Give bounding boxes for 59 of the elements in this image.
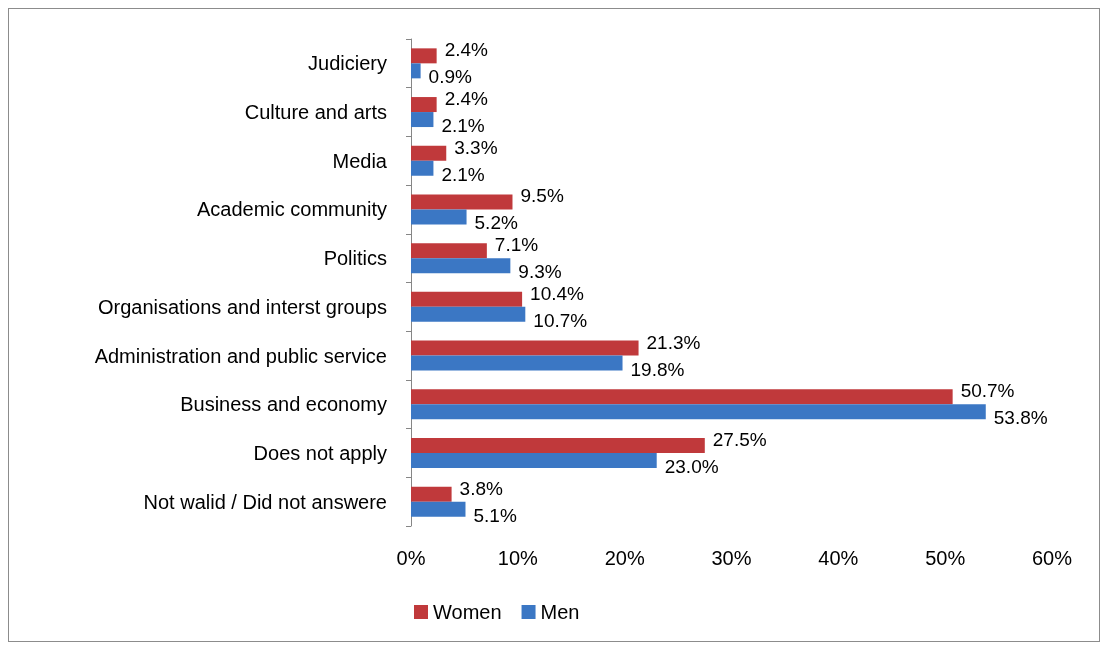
bar (411, 404, 986, 420)
bar (411, 437, 705, 453)
y-tick-label: Not walid / Did not answere (143, 490, 387, 513)
data-label: 10.7% (533, 309, 588, 331)
y-tick-label: Does not apply (253, 441, 387, 464)
bar (411, 501, 466, 517)
y-tick-label: Academic community (196, 198, 387, 221)
y-tick-label: Business and economy (180, 393, 387, 416)
bar (411, 97, 437, 113)
data-label: 50.7% (960, 380, 1015, 402)
y-tick-label: Culture and arts (244, 101, 387, 124)
legend-label: Women (433, 601, 502, 623)
data-label: 3.3% (454, 136, 498, 158)
bar (411, 145, 447, 161)
bar (411, 452, 657, 468)
data-label: 21.3% (646, 331, 701, 353)
bar (411, 340, 639, 356)
x-tick-label: 40% (818, 547, 859, 569)
data-label: 5.2% (474, 212, 518, 234)
bar (411, 486, 452, 502)
data-label: 0.9% (428, 66, 473, 88)
bar (411, 194, 513, 210)
bar (411, 243, 487, 259)
data-label: 27.5% (712, 428, 767, 450)
x-tick-label: 50% (925, 547, 966, 569)
data-label: 2.4% (444, 88, 489, 110)
data-label: 53.8% (993, 407, 1048, 429)
bar (411, 48, 437, 64)
y-tick-label: Media (332, 149, 388, 172)
x-tick-label: 0% (396, 547, 426, 569)
bar (411, 209, 467, 225)
bar (411, 258, 511, 274)
data-label: 2.1% (441, 163, 485, 185)
bar (411, 63, 421, 79)
data-label: 2.1% (441, 115, 485, 137)
bar (411, 291, 523, 307)
y-tick-label: Administration and public service (94, 344, 387, 367)
data-label: 9.5% (520, 185, 564, 207)
bar (411, 112, 434, 128)
y-tick-label: Organisations and interst groups (97, 295, 387, 318)
bar (411, 355, 623, 371)
data-label: 9.3% (518, 261, 562, 283)
x-tick-label: 20% (604, 547, 645, 569)
data-label: 7.1% (494, 234, 539, 256)
data-label: 10.4% (530, 282, 585, 304)
legend-label: Men (540, 601, 580, 623)
bar (411, 160, 434, 176)
bar (411, 306, 526, 322)
data-label: 19.8% (630, 358, 685, 380)
y-tick-label: Politics (323, 247, 387, 270)
x-tick-label: 60% (1031, 547, 1073, 569)
x-tick-label: 30% (711, 547, 752, 569)
y-tick-label: Judiciery (308, 52, 387, 75)
data-label: 5.1% (473, 504, 517, 526)
data-label: 2.4% (444, 39, 489, 61)
data-label: 23.0% (664, 455, 719, 477)
bar (411, 389, 953, 405)
data-label: 3.8% (459, 477, 504, 499)
x-tick-label: 10% (497, 547, 539, 569)
